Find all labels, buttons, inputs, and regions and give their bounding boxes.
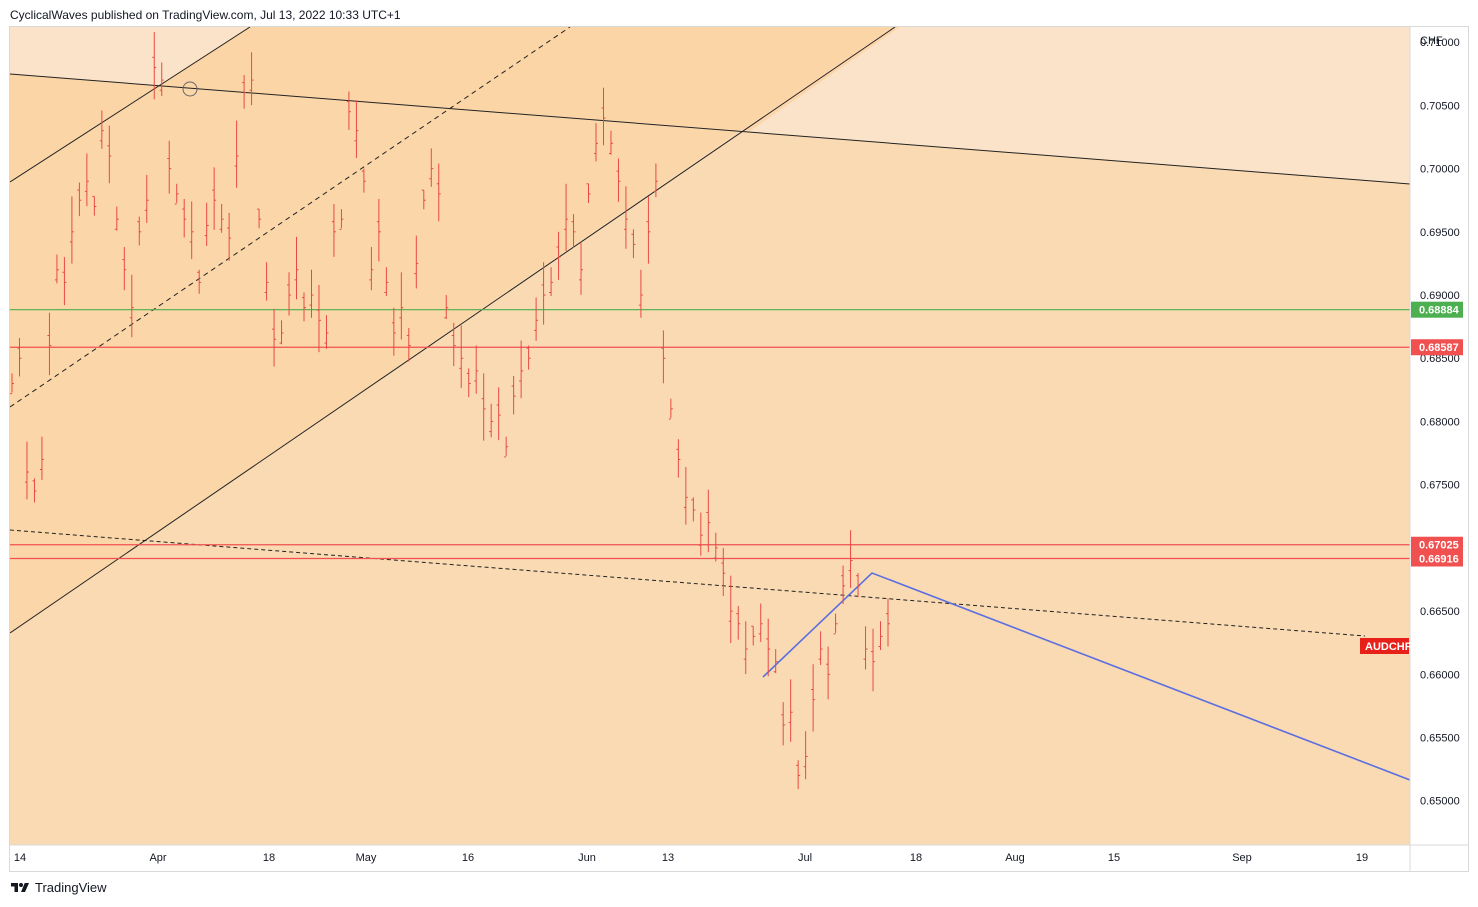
chart-fills [10,27,1410,633]
trend-drawings [10,27,1411,781]
x-tick-label: Apr [149,852,166,864]
x-tick-label: Sep [1232,852,1252,864]
publisher-line: CyclicalWaves published on TradingView.c… [10,8,401,22]
price-tag-0.68884: 0.68884 [1419,305,1460,317]
x-tick-label: 13 [662,852,674,864]
x-tick-label: Jun [578,852,596,864]
price-tag-bg [1411,536,1463,553]
x-tick-label: 19 [1356,852,1368,864]
tradingview-brand: TradingView [35,880,107,895]
tradingview-logo-icon [11,882,29,892]
descending-trendline [10,73,1411,185]
price-tag-bg [1411,301,1463,318]
y-tick-label: 0.66500 [1420,606,1460,618]
channel-upper-line [10,27,251,183]
x-tick-label: Jul [798,852,812,864]
channel-mid-line [10,27,571,408]
price-tags: 0.68884 0.68587 0.67025 0.66916 AUDCHF [1360,301,1463,654]
y-tick-label: 0.69000 [1420,290,1460,302]
price-tag-bg [1411,550,1463,567]
axes: CHF0.710000.705000.700000.695000.690000.… [10,27,1468,871]
channel-fill-lower [10,27,890,633]
marker-circle [182,81,198,97]
y-tick-label: 0.68000 [1420,416,1460,428]
x-tick-label: Aug [1005,852,1025,864]
price-chart[interactable]: CHF0.710000.705000.700000.695000.690000.… [10,27,1468,871]
blue-projection-line [762,572,1411,781]
footer: TradingView [10,880,107,895]
x-tick-label: 14 [14,852,26,864]
y-tick-label: 0.68500 [1420,353,1460,365]
x-tick-label: 15 [1108,852,1120,864]
price-tag-0.67025: 0.67025 [1419,540,1459,552]
channel-lower-line [10,27,896,634]
price-tag-bg [1411,339,1463,356]
dashed-trendline [10,529,1366,637]
y-tick-label: 0.70500 [1420,100,1460,112]
x-tick-label: 18 [263,852,275,864]
symbol-tag: AUDCHF [1365,641,1412,653]
x-tick-label: May [356,852,377,864]
y-tick-label: 0.66000 [1420,669,1460,681]
x-tick-label: 18 [910,852,922,864]
y-tick-label: 0.69500 [1420,227,1460,239]
y-tick-label: 0.67500 [1420,480,1460,492]
y-tick-label: 0.65500 [1420,733,1460,745]
price-tag-0.68587: 0.68587 [1419,342,1459,354]
y-tick-label: 0.65000 [1420,796,1460,808]
candlestick-series [10,32,890,790]
currency-label: CHF [1420,35,1443,47]
x-tick-label: 16 [462,852,474,864]
chart-area[interactable]: CHF 0.71000 0.70500 0.70000 0.69500 0.69000 0.… [9,26,1469,872]
y-tick-label: 0.71000 [1420,37,1460,49]
price-tag-0.66916: 0.66916 [1419,554,1459,566]
y-tick-label: 0.70000 [1420,164,1460,176]
symbol-tag-bg [1360,638,1409,654]
